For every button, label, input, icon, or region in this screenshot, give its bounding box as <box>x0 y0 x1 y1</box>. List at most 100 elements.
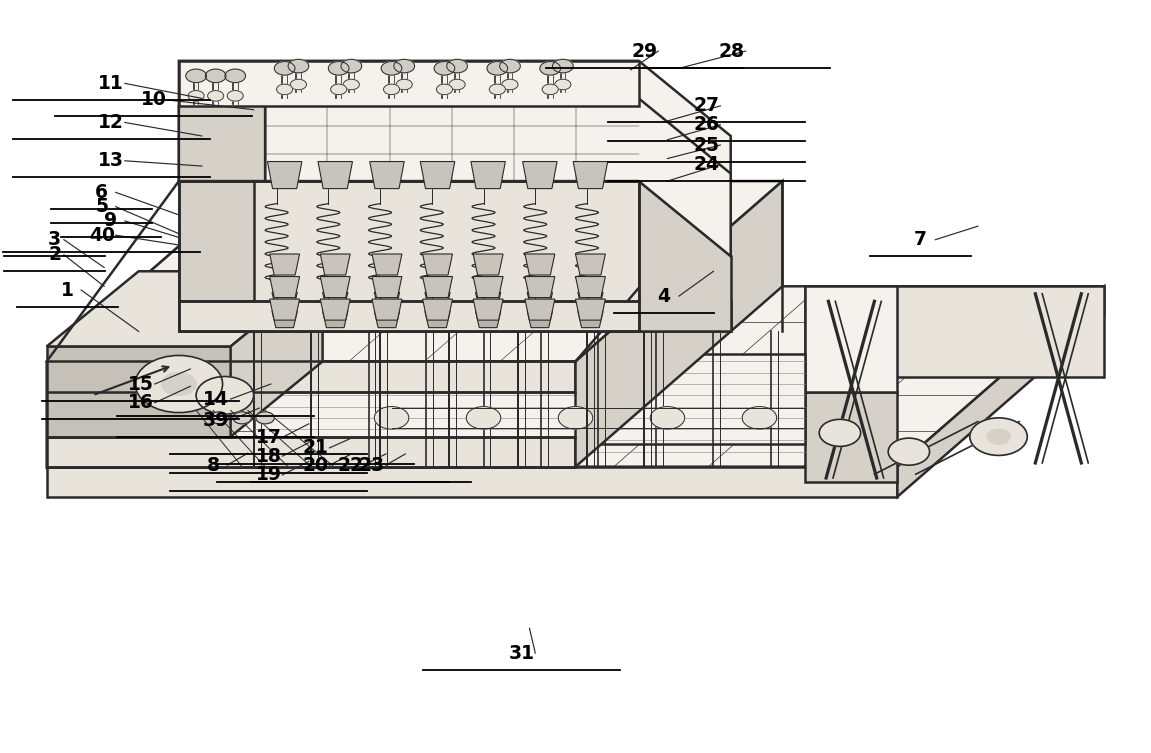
Polygon shape <box>178 181 253 301</box>
Polygon shape <box>425 311 450 328</box>
Circle shape <box>196 376 253 414</box>
Circle shape <box>288 59 308 73</box>
Polygon shape <box>320 276 350 297</box>
Circle shape <box>256 412 274 424</box>
Circle shape <box>161 373 196 395</box>
Text: 22: 22 <box>337 456 364 474</box>
Polygon shape <box>527 292 552 309</box>
Text: 5: 5 <box>96 197 108 216</box>
Circle shape <box>552 59 573 73</box>
Circle shape <box>188 90 204 101</box>
Polygon shape <box>272 292 297 309</box>
Text: 27: 27 <box>694 96 719 115</box>
Polygon shape <box>372 299 402 320</box>
Polygon shape <box>578 311 603 328</box>
Text: 11: 11 <box>98 74 124 93</box>
Polygon shape <box>898 286 1104 497</box>
Circle shape <box>489 84 505 95</box>
Circle shape <box>205 69 226 83</box>
Text: 31: 31 <box>509 644 534 663</box>
Polygon shape <box>806 286 898 392</box>
Polygon shape <box>269 299 299 320</box>
Text: 28: 28 <box>719 41 745 60</box>
Text: 14: 14 <box>203 389 229 409</box>
Text: 23: 23 <box>359 456 386 474</box>
Polygon shape <box>527 311 552 328</box>
Text: 19: 19 <box>256 465 282 484</box>
Polygon shape <box>47 361 576 392</box>
Text: 40: 40 <box>89 226 115 245</box>
Text: 1: 1 <box>61 281 74 300</box>
Polygon shape <box>47 181 783 361</box>
Polygon shape <box>322 311 348 328</box>
Circle shape <box>558 407 593 429</box>
Polygon shape <box>47 437 576 467</box>
Text: 26: 26 <box>694 115 719 134</box>
Text: 7: 7 <box>914 230 927 249</box>
Polygon shape <box>269 276 299 297</box>
Circle shape <box>500 59 520 73</box>
Polygon shape <box>47 181 253 467</box>
Circle shape <box>396 79 412 90</box>
Polygon shape <box>320 254 350 275</box>
Text: 10: 10 <box>140 90 167 109</box>
Polygon shape <box>178 61 731 256</box>
Text: 9: 9 <box>105 212 117 230</box>
Circle shape <box>436 84 452 95</box>
Circle shape <box>276 84 292 95</box>
Text: 3: 3 <box>48 230 61 249</box>
Circle shape <box>209 412 228 424</box>
Circle shape <box>328 62 349 75</box>
Polygon shape <box>422 254 452 275</box>
Polygon shape <box>178 99 265 181</box>
Circle shape <box>374 407 409 429</box>
Polygon shape <box>475 292 501 309</box>
Polygon shape <box>473 276 503 297</box>
Text: 24: 24 <box>694 155 719 174</box>
Text: 29: 29 <box>632 41 657 60</box>
Circle shape <box>889 438 930 465</box>
Polygon shape <box>47 286 1104 467</box>
Polygon shape <box>374 292 399 309</box>
Text: 6: 6 <box>96 183 108 202</box>
Circle shape <box>224 69 245 83</box>
Circle shape <box>820 419 861 447</box>
Polygon shape <box>322 292 348 309</box>
Polygon shape <box>272 311 297 328</box>
Circle shape <box>274 62 295 75</box>
Polygon shape <box>47 467 898 497</box>
Circle shape <box>394 59 414 73</box>
Polygon shape <box>576 254 605 275</box>
Circle shape <box>227 90 243 101</box>
Circle shape <box>434 62 455 75</box>
Polygon shape <box>578 292 603 309</box>
Text: 21: 21 <box>303 438 329 457</box>
Circle shape <box>290 79 306 90</box>
Circle shape <box>466 407 501 429</box>
Text: 16: 16 <box>128 393 154 413</box>
Polygon shape <box>265 99 731 256</box>
Text: 13: 13 <box>98 151 124 170</box>
Polygon shape <box>253 354 806 444</box>
Text: 2: 2 <box>48 245 61 264</box>
Circle shape <box>502 79 518 90</box>
Polygon shape <box>475 311 501 328</box>
Circle shape <box>383 84 399 95</box>
Polygon shape <box>523 162 557 188</box>
Text: 39: 39 <box>203 410 229 430</box>
Circle shape <box>135 355 222 413</box>
Polygon shape <box>576 299 605 320</box>
Text: 17: 17 <box>256 428 282 447</box>
Polygon shape <box>372 276 402 297</box>
Text: 8: 8 <box>207 456 220 474</box>
Polygon shape <box>230 271 322 437</box>
Circle shape <box>970 418 1028 456</box>
Polygon shape <box>369 162 404 188</box>
Polygon shape <box>178 301 731 331</box>
Polygon shape <box>267 162 302 188</box>
Polygon shape <box>473 299 503 320</box>
Polygon shape <box>525 299 555 320</box>
Polygon shape <box>471 162 505 188</box>
Circle shape <box>650 407 685 429</box>
Text: 15: 15 <box>128 374 154 394</box>
